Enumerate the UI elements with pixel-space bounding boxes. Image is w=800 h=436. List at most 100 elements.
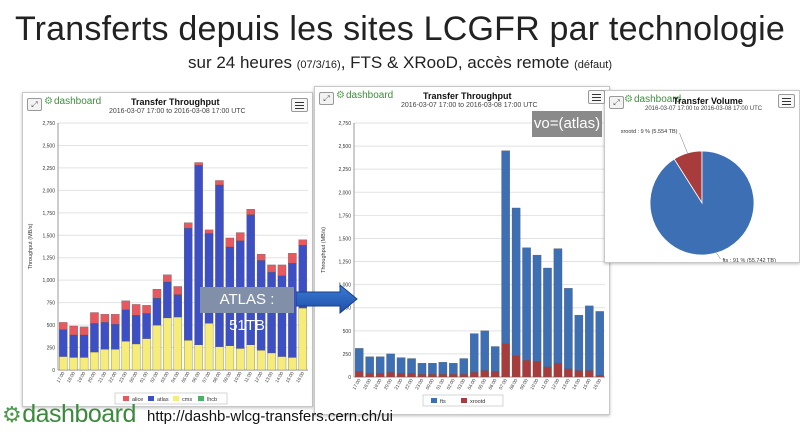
bar-alice bbox=[121, 300, 130, 310]
y-tick-label: 250 bbox=[343, 352, 352, 358]
bar-alice bbox=[79, 326, 89, 336]
bar-cms bbox=[194, 344, 203, 371]
x-tick-label: 02:00 bbox=[149, 371, 159, 384]
chart-title: Transfer Volume bbox=[673, 96, 743, 106]
legend-label-atlas: atlas bbox=[157, 397, 169, 403]
middle-throughput-chart: 0 250 500 750 1,000 1,250 1,500 1,750 2,000 2,250… bbox=[321, 121, 605, 407]
bar-fts bbox=[532, 254, 542, 362]
legend-swatch-lhcb bbox=[198, 396, 204, 401]
x-tick-label: 06:00 bbox=[191, 371, 201, 384]
subtitle-date: (07/3/16) bbox=[296, 59, 341, 71]
legend-label-cms: cms bbox=[182, 397, 192, 403]
legend-swatch-xrootd bbox=[461, 398, 467, 403]
dashboard-footer-logo: ⚙dashboard bbox=[2, 400, 136, 429]
x-tick-label: 18:00 bbox=[362, 378, 372, 391]
chart-subtitle: 2016-03-07 17:00 to 2016-03-08 17:00 UTC bbox=[645, 106, 763, 112]
x-tick-label: 20:00 bbox=[383, 378, 393, 391]
x-tick-label: 01:00 bbox=[139, 371, 149, 384]
expand-icon[interactable]: ⤢ bbox=[27, 98, 42, 111]
y-tick-label: 1,500 bbox=[42, 233, 55, 239]
bar-fts bbox=[407, 358, 416, 374]
y-tick-label: 2,750 bbox=[42, 121, 55, 127]
bar-xrootd bbox=[564, 368, 573, 378]
y-tick-label: 0 bbox=[348, 375, 351, 381]
bar-xrootd bbox=[396, 373, 406, 378]
bar-alice bbox=[204, 229, 214, 234]
bar-xrootd bbox=[522, 360, 531, 378]
left-throughput-chart: 0 250 500 750 1,000 1,250 1,500 1,750 2,000 2,250… bbox=[28, 121, 308, 405]
bar-xrootd bbox=[470, 372, 479, 378]
bar-alice bbox=[183, 222, 193, 229]
legend-label-fts: fts bbox=[440, 399, 446, 405]
bar-alice bbox=[69, 325, 78, 336]
chart-subtitle: 2016-03-07 17:00 to 2016-03-08 17:00 UTC bbox=[109, 108, 246, 115]
bar-xrootd bbox=[585, 370, 594, 378]
bar-alice bbox=[163, 274, 172, 283]
bar-xrootd bbox=[490, 371, 500, 378]
hamburger-menu-icon[interactable] bbox=[778, 94, 795, 108]
gear-icon: ⚙ bbox=[336, 90, 345, 101]
bar-cms bbox=[215, 346, 224, 371]
chart-title: Transfer Throughput bbox=[423, 91, 512, 101]
bar-fts bbox=[490, 346, 500, 372]
x-tick-label: 17:00 bbox=[352, 378, 362, 391]
hamburger-menu-icon[interactable] bbox=[291, 98, 308, 112]
bar-atlas bbox=[69, 334, 78, 358]
logo-text: dashboard bbox=[345, 90, 394, 101]
hamburger-menu-icon[interactable] bbox=[588, 90, 605, 104]
chart-subtitle: 2016-03-07 17:00 to 2016-03-08 17:00 UTC bbox=[401, 102, 538, 109]
x-tick-label: 09:00 bbox=[519, 378, 529, 391]
pie-leader-fts bbox=[716, 252, 721, 260]
bar-atlas bbox=[152, 297, 162, 326]
bar-xrootd bbox=[553, 362, 563, 378]
x-tick-label: 07:00 bbox=[498, 378, 508, 391]
bar-alice bbox=[267, 264, 276, 273]
y-tick-label: 1,000 bbox=[338, 283, 351, 289]
x-tick-label: 23:00 bbox=[414, 378, 424, 391]
footer-url[interactable]: http://dashb-wlcg-transfers.cern.ch/ui bbox=[147, 408, 393, 425]
bar-fts bbox=[501, 150, 510, 344]
pie-label-xrootd: xrootd : 9 % (5.554 TB) bbox=[621, 129, 678, 135]
y-tick-label: 2,250 bbox=[42, 166, 55, 172]
gear-icon: ⚙ bbox=[624, 94, 633, 105]
x-tick-label: 13:00 bbox=[264, 371, 274, 384]
x-tick-label: 22:00 bbox=[108, 371, 118, 384]
expand-icon[interactable]: ⤢ bbox=[609, 96, 624, 109]
bar-alice bbox=[111, 314, 120, 325]
expand-icon[interactable]: ⤢ bbox=[319, 92, 334, 105]
bar-cms bbox=[298, 307, 308, 371]
x-tick-label: 01:00 bbox=[435, 378, 445, 391]
bar-cms bbox=[121, 341, 130, 371]
bar-atlas bbox=[173, 294, 183, 318]
bar-atlas bbox=[131, 315, 141, 345]
bar-fts bbox=[365, 356, 374, 374]
x-tick-label: 09:00 bbox=[222, 371, 232, 384]
bar-cms bbox=[111, 349, 120, 371]
logo-text: dashboard bbox=[53, 96, 102, 107]
y-tick-label: 250 bbox=[47, 346, 56, 352]
atlas-volume-label: ATLAS : 51TB bbox=[200, 287, 294, 334]
bar-xrootd bbox=[438, 374, 448, 378]
x-tick-label: 04:00 bbox=[467, 378, 477, 391]
bar-xrootd bbox=[574, 370, 584, 378]
x-tick-label: 02:00 bbox=[446, 378, 456, 391]
bar-cms bbox=[267, 352, 276, 371]
bar-xrootd bbox=[375, 373, 385, 378]
bar-alice bbox=[277, 264, 287, 276]
x-tick-label: 16:00 bbox=[295, 371, 305, 384]
x-tick-label: 21:00 bbox=[97, 371, 107, 384]
x-tick-label: 07:00 bbox=[201, 371, 211, 384]
middle-chart-panel: ⤢ ⚙dashboard Transfer Throughput 2016-03… bbox=[314, 86, 610, 415]
y-tick-label: 500 bbox=[343, 329, 352, 335]
legend-label-alice: alice bbox=[132, 397, 143, 403]
bar-fts bbox=[428, 362, 437, 375]
y-axis-label: Throughput (MB/s) bbox=[321, 227, 327, 273]
bar-cms bbox=[183, 340, 193, 371]
bar-cms bbox=[277, 356, 287, 371]
x-tick-label: 20:00 bbox=[87, 371, 97, 384]
x-tick-label: 05:00 bbox=[180, 371, 190, 384]
x-tick-label: 12:00 bbox=[550, 378, 560, 391]
x-tick-label: 05:00 bbox=[477, 378, 487, 391]
bar-alice bbox=[152, 289, 162, 299]
bar-xrootd bbox=[449, 374, 458, 378]
